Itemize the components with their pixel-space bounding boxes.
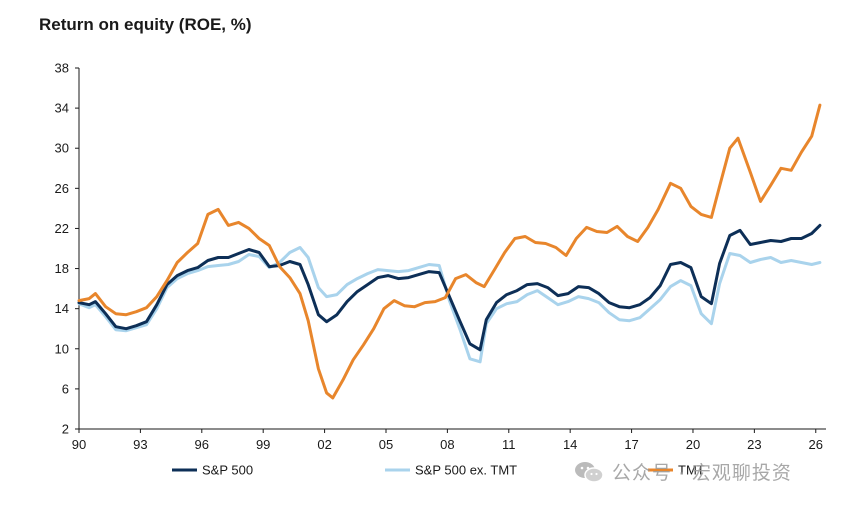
chart-title: Return on equity (ROE, %) [39, 15, 252, 34]
y-tick-label: 14 [55, 301, 69, 316]
wechat-icon [575, 461, 604, 483]
x-tick-label: 20 [686, 437, 700, 452]
y-tick-label: 18 [55, 261, 69, 276]
x-tick-label: 11 [502, 437, 516, 452]
x-tick-label: 05 [379, 437, 393, 452]
y-tick-label: 30 [55, 141, 69, 156]
x-tick-label: 26 [809, 437, 823, 452]
x-tick-label: 08 [440, 437, 454, 452]
x-tick-label: 23 [747, 437, 761, 452]
series-line-s-p-500-ex-tmt [77, 246, 822, 364]
series-line-s-p-500 [77, 223, 822, 352]
legend-label-tmt: TMT [678, 463, 705, 478]
x-tick-label: 17 [624, 437, 638, 452]
watermark-text: 公众号 · 宏观聊投资 [612, 463, 792, 484]
y-tick-label: 34 [55, 101, 69, 116]
y-tick-label: 22 [55, 221, 69, 236]
series-line-tmt [77, 103, 822, 400]
x-tick-label: 14 [563, 437, 577, 452]
watermark: 公众号 · 宏观聊投资 [574, 458, 792, 485]
series-lines [77, 103, 822, 400]
legend-label-s-p-500: S&P 500 [202, 463, 253, 478]
x-tick-label: 93 [133, 437, 147, 452]
chart-axes [75, 67, 826, 433]
y-tick-label: 10 [55, 341, 69, 356]
chart-legend: S&P 500 S&P 500 ex. TMT TMT [172, 463, 705, 478]
x-tick-label: 96 [195, 437, 209, 452]
x-tick-label: 99 [256, 437, 270, 452]
y-tick-label: 26 [55, 181, 69, 196]
x-axis-tick-labels: 90 93 96 99 02 05 08 11 14 17 20 23 26 [72, 437, 823, 452]
y-tick-label: 2 [62, 422, 69, 437]
y-tick-label: 38 [55, 61, 69, 76]
legend-label-s-p-500-ex-tmt: S&P 500 ex. TMT [415, 463, 517, 478]
x-tick-label: 02 [317, 437, 331, 452]
y-tick-label: 6 [62, 381, 69, 396]
x-tick-label: 90 [72, 437, 86, 452]
